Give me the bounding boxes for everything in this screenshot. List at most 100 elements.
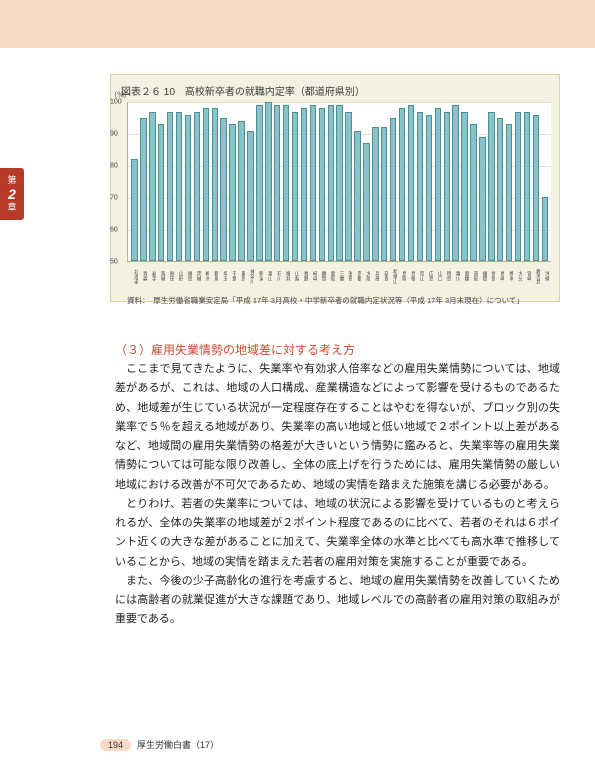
chapter-bottom-char: 章 xyxy=(7,202,16,213)
chart-bar-wrap xyxy=(451,102,460,261)
chart-bar xyxy=(363,143,369,261)
chart-xtick-label: 埼玉 xyxy=(218,262,227,290)
chart-bar-wrap xyxy=(282,102,291,261)
chart-xtick-label: 青森 xyxy=(138,262,147,290)
chart-title: 図表２６ 10 高校新卒者の就職内定率（都道府県別） xyxy=(121,83,549,98)
chart-xtick-label: 愛媛 xyxy=(460,262,469,290)
chart-xtick-label: 宮崎 xyxy=(522,262,531,290)
chart-bar xyxy=(408,105,414,261)
chart-xtick-label: 沖縄 xyxy=(540,262,549,290)
chart-xtick-label: 岩手 xyxy=(147,262,156,290)
chart-bar xyxy=(470,124,476,261)
chart-xtick-label: 奈良 xyxy=(379,262,388,290)
body-text: ここまで見てきたように、失業率や有効求人倍率などの雇用失業情勢については、地域差… xyxy=(115,360,560,630)
chart-bar xyxy=(167,112,173,261)
chart-xtick-label: 和歌山 xyxy=(388,262,397,290)
chart-bar xyxy=(238,121,244,261)
chart-xtick-label: 三重 xyxy=(335,262,344,290)
chart-bar-wrap xyxy=(407,102,416,261)
chart-bar-wrap xyxy=(219,102,228,261)
chart-xtick-label: 福岡 xyxy=(478,262,487,290)
chart-xtick-label: 富山 xyxy=(263,262,272,290)
chart-xtick-label: 長崎 xyxy=(495,262,504,290)
chart-bar-wrap xyxy=(264,102,273,261)
chart-bar-wrap xyxy=(166,102,175,261)
chart-bar xyxy=(533,115,539,261)
chart-bar-wrap xyxy=(130,102,139,261)
chart-xtick-label: 佐賀 xyxy=(487,262,496,290)
chart-bar-wrap xyxy=(157,102,166,261)
chart-xtick-label: 鳥取 xyxy=(397,262,406,290)
chart-xtick-label: 岡山 xyxy=(415,262,424,290)
chart-xtick-label: 島根 xyxy=(406,262,415,290)
chapter-number: 2 xyxy=(8,186,16,203)
chart-bar-wrap xyxy=(531,102,540,261)
chart-bar-wrap xyxy=(496,102,505,261)
chart-bar-wrap xyxy=(201,102,210,261)
chart-plot-area: （％） 5060708090100 xyxy=(127,102,551,262)
chart-bar-wrap xyxy=(184,102,193,261)
chart-xtick-label: 広島 xyxy=(424,262,433,290)
chart-bar xyxy=(131,159,137,261)
chart-bar-wrap xyxy=(505,102,514,261)
chart-bar-wrap xyxy=(540,102,549,261)
chart-bar xyxy=(390,118,396,261)
chart-bar xyxy=(497,118,503,261)
chart-bar-wrap xyxy=(380,102,389,261)
paragraph: とりわけ、若者の失業率については、地域の状況による影響を受けているものと考えられ… xyxy=(115,495,560,572)
chart-xtick-label: 山口 xyxy=(433,262,442,290)
chart-bar xyxy=(435,108,441,261)
chart-bar xyxy=(461,112,467,261)
chart-bar-wrap xyxy=(326,102,335,261)
chart-bar xyxy=(194,112,200,261)
chart-bar xyxy=(506,124,512,261)
chart-bar-wrap xyxy=(487,102,496,261)
top-accent-band xyxy=(0,0,595,48)
chart-bar-wrap xyxy=(228,102,237,261)
chart-bar xyxy=(185,115,191,261)
chart-bar xyxy=(212,108,218,261)
chart-bar-wrap xyxy=(255,102,264,261)
chart-xtick-label: 鹿児島 xyxy=(531,262,540,290)
chart-bar xyxy=(229,124,235,261)
paragraph: また、今後の少子高齢化の進行を考慮すると、地域の雇用失業情勢を改善していくために… xyxy=(115,572,560,630)
chart-bars-container xyxy=(128,102,551,261)
chart-bar-wrap xyxy=(433,102,442,261)
footer-publication: 厚生労働白書（17） xyxy=(137,738,219,751)
chart-xtick-label: 千葉 xyxy=(227,262,236,290)
chart-xtick-label: 宮城 xyxy=(156,262,165,290)
chart-bar-wrap xyxy=(371,102,380,261)
chart-xtick-label: 大分 xyxy=(513,262,522,290)
chart-xtick-label: 東京 xyxy=(236,262,245,290)
chart-bar-wrap xyxy=(335,102,344,261)
chart-xtick-label: 秋田 xyxy=(165,262,174,290)
chart-xtick-label: 栃木 xyxy=(201,262,210,290)
chart-bar-wrap xyxy=(362,102,371,261)
chart-bar xyxy=(336,105,342,261)
chart-bar xyxy=(515,112,521,261)
chart-bar-wrap xyxy=(210,102,219,261)
chart-bar xyxy=(176,112,182,261)
chart-bar xyxy=(220,118,226,261)
chart-xtick-label: 長野 xyxy=(299,262,308,290)
chapter-side-tab: 第 2 章 xyxy=(0,168,24,220)
chart-ytick-label: 50 xyxy=(110,259,118,266)
chart-bar xyxy=(203,108,209,261)
chart-ytick-label: 70 xyxy=(110,195,118,202)
chart-bar xyxy=(381,127,387,261)
chapter-top-char: 第 xyxy=(7,175,16,186)
chart-bar xyxy=(479,137,485,261)
chart-bar xyxy=(247,131,253,261)
page-number: 194 xyxy=(100,739,131,751)
chart-bar xyxy=(301,108,307,261)
chart-bar-wrap xyxy=(291,102,300,261)
chart-bar xyxy=(399,108,405,261)
chart-xtick-label: 岐阜 xyxy=(308,262,317,290)
chart-xtick-label: 愛知 xyxy=(326,262,335,290)
chart-bar-wrap xyxy=(514,102,523,261)
chart-ytick-label: 90 xyxy=(110,131,118,138)
chart-bar xyxy=(265,102,271,261)
chart-bar-wrap xyxy=(523,102,532,261)
chart-bar xyxy=(452,105,458,261)
chart-ytick-label: 100 xyxy=(110,99,122,106)
